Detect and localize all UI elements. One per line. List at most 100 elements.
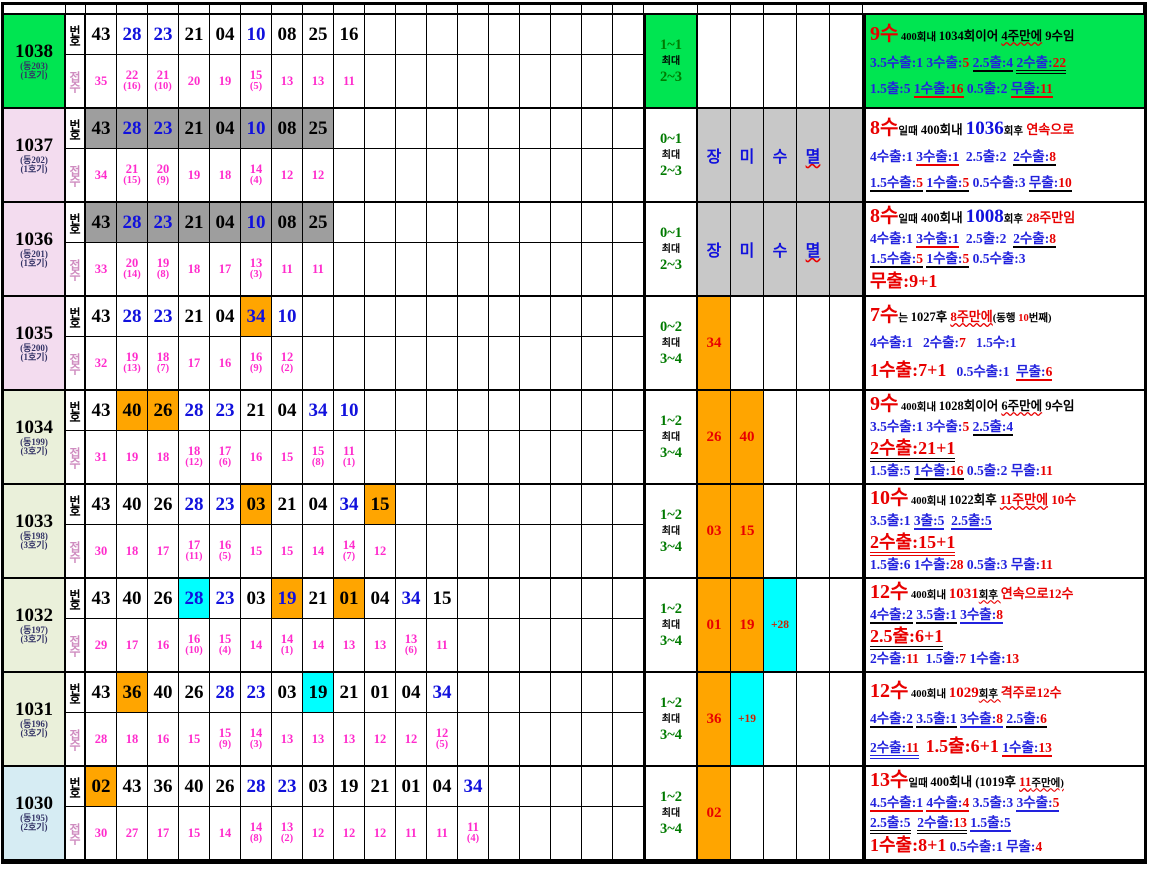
count-cell[interactable]: 13 (2)	[272, 807, 303, 859]
draw-label-cell[interactable]: 1038 (동203) (1호기)	[4, 15, 66, 107]
number-cell[interactable]	[334, 109, 365, 149]
count-cell[interactable]	[489, 807, 520, 859]
count-cell[interactable]: 16	[148, 619, 179, 671]
number-cell[interactable]: 21	[179, 15, 210, 55]
special-cell[interactable]	[830, 485, 863, 577]
number-cell[interactable]: 19	[272, 579, 303, 619]
count-cell[interactable]: 14 (7)	[334, 525, 365, 577]
number-cell[interactable]	[582, 203, 613, 243]
count-cell[interactable]	[458, 713, 489, 765]
number-cell[interactable]	[551, 15, 582, 55]
number-cell[interactable]: 03	[272, 673, 303, 713]
special-cell[interactable]: 멸	[797, 109, 830, 201]
special-cell[interactable]: 미	[731, 109, 764, 201]
special-cell[interactable]: 26	[698, 391, 731, 483]
count-cell[interactable]: 13	[272, 713, 303, 765]
count-cell[interactable]	[365, 243, 396, 295]
count-cell[interactable]	[551, 55, 582, 107]
number-cell[interactable]: 34	[458, 767, 489, 807]
draw-label-cell[interactable]: 1037 (동202) (1호기)	[4, 109, 66, 201]
number-cell[interactable]: 43	[86, 579, 117, 619]
count-cell[interactable]	[551, 337, 582, 389]
number-cell[interactable]	[396, 15, 427, 55]
number-cell[interactable]: 23	[210, 485, 241, 525]
count-cell[interactable]	[551, 807, 582, 859]
number-cell[interactable]: 40	[117, 579, 148, 619]
number-cell[interactable]	[427, 485, 458, 525]
count-cell[interactable]: 12	[365, 713, 396, 765]
number-cell[interactable]: 04	[210, 203, 241, 243]
count-cell[interactable]: 12	[303, 149, 334, 201]
count-cell[interactable]	[489, 713, 520, 765]
count-cell[interactable]	[582, 807, 613, 859]
count-cell[interactable]	[551, 713, 582, 765]
range-cell[interactable]: 0~1 최대 2~3	[644, 109, 698, 201]
number-cell[interactable]: 23	[148, 297, 179, 337]
special-cell[interactable]	[764, 391, 797, 483]
number-cell[interactable]	[613, 297, 644, 337]
special-cell[interactable]	[797, 297, 830, 389]
number-cell[interactable]	[396, 109, 427, 149]
number-cell[interactable]: 15	[427, 579, 458, 619]
number-cell[interactable]: 34	[241, 297, 272, 337]
number-cell[interactable]	[365, 203, 396, 243]
number-cell[interactable]	[334, 203, 365, 243]
special-cell[interactable]	[830, 767, 863, 859]
number-cell[interactable]: 21	[365, 767, 396, 807]
number-cell[interactable]	[458, 673, 489, 713]
number-cell[interactable]: 08	[272, 15, 303, 55]
special-cell[interactable]: 01	[698, 579, 731, 671]
count-cell[interactable]	[396, 431, 427, 483]
number-cell[interactable]	[489, 15, 520, 55]
number-cell[interactable]: 03	[303, 767, 334, 807]
count-cell[interactable]: 13	[303, 55, 334, 107]
count-cell[interactable]: 34	[86, 149, 117, 201]
number-cell[interactable]: 26	[148, 391, 179, 431]
count-cell[interactable]: 20	[179, 55, 210, 107]
number-cell[interactable]	[489, 673, 520, 713]
number-cell[interactable]: 25	[303, 109, 334, 149]
range-cell[interactable]: 1~2 최대 3~4	[644, 579, 698, 671]
number-cell[interactable]	[489, 391, 520, 431]
count-cell[interactable]	[396, 55, 427, 107]
number-cell[interactable]: 26	[148, 579, 179, 619]
number-cell[interactable]: 34	[396, 579, 427, 619]
count-cell[interactable]	[458, 431, 489, 483]
number-cell[interactable]	[365, 297, 396, 337]
number-cell[interactable]	[396, 485, 427, 525]
number-cell[interactable]: 43	[86, 391, 117, 431]
annotation-cell[interactable]: 8수일때 400회내 1008회후 28주만임 4수출:1 3수출:1 2.5출:…	[863, 203, 1144, 295]
number-cell[interactable]: 40	[148, 673, 179, 713]
number-cell[interactable]: 23	[272, 767, 303, 807]
number-cell[interactable]: 40	[179, 767, 210, 807]
count-cell[interactable]: 11	[396, 807, 427, 859]
number-cell[interactable]	[489, 579, 520, 619]
count-cell[interactable]: 16	[148, 713, 179, 765]
number-cell[interactable]	[582, 297, 613, 337]
special-cell[interactable]: 03	[698, 485, 731, 577]
special-cell[interactable]: 34	[698, 297, 731, 389]
number-cell[interactable]	[520, 297, 551, 337]
count-cell[interactable]: 17	[148, 525, 179, 577]
number-cell[interactable]: 10	[241, 15, 272, 55]
count-cell[interactable]	[458, 337, 489, 389]
number-cell[interactable]	[489, 767, 520, 807]
number-cell[interactable]	[582, 673, 613, 713]
number-cell[interactable]: 21	[334, 673, 365, 713]
count-cell[interactable]	[520, 149, 551, 201]
count-cell[interactable]: 19	[117, 431, 148, 483]
number-cell[interactable]	[520, 485, 551, 525]
range-cell[interactable]: 0~1 최대 2~3	[644, 203, 698, 295]
number-cell[interactable]: 34	[303, 391, 334, 431]
special-cell[interactable]: 19	[731, 579, 764, 671]
count-cell[interactable]	[427, 525, 458, 577]
count-cell[interactable]: 13	[334, 619, 365, 671]
number-cell[interactable]	[520, 203, 551, 243]
count-cell[interactable]: 30	[86, 525, 117, 577]
count-cell[interactable]: 13 (6)	[396, 619, 427, 671]
number-cell[interactable]	[427, 203, 458, 243]
number-cell[interactable]: 21	[179, 297, 210, 337]
number-cell[interactable]	[458, 485, 489, 525]
number-cell[interactable]: 23	[148, 203, 179, 243]
count-cell[interactable]	[427, 149, 458, 201]
